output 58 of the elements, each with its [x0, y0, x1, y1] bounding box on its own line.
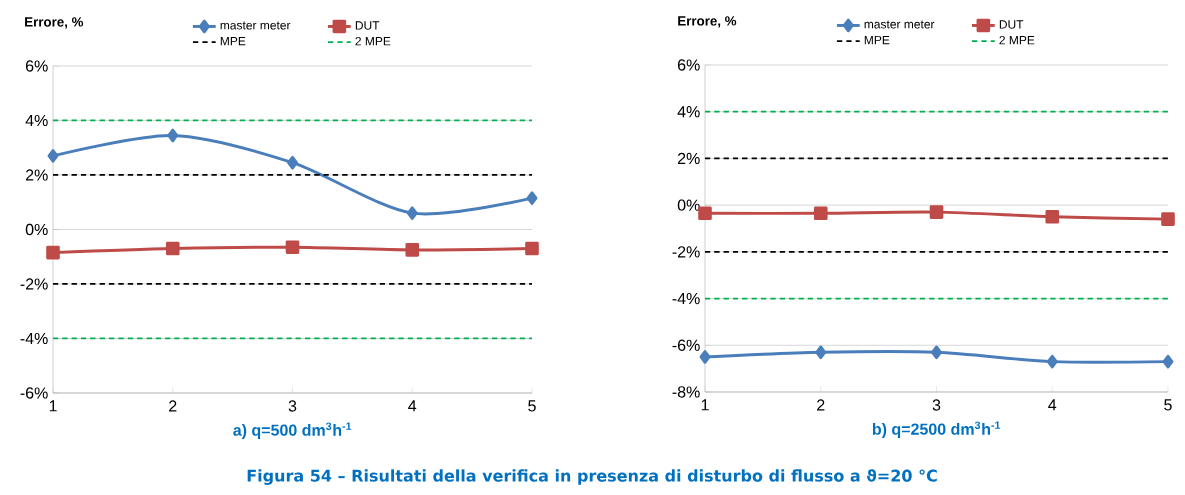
text: b) q=2500 dm$^{3}$h$^{-1}$ — [872, 421, 1001, 438]
y-tick-label: 6% — [25, 60, 48, 72]
legend-label: 2 MPE — [999, 35, 1035, 45]
x-tick-label: 5 — [1164, 399, 1172, 411]
point — [165, 241, 180, 256]
point — [1045, 210, 1060, 224]
y-axis-title: Errore, % — [678, 16, 737, 28]
text: Figura 54 – Risultati della verifica in presenza di disturbo di flusso a ϑ=20 °C — [247, 469, 937, 485]
y-tick-label: 2% — [25, 169, 48, 181]
point — [405, 243, 420, 257]
point — [285, 240, 300, 254]
point — [1162, 354, 1174, 369]
legend-label: DUT — [999, 20, 1024, 29]
x-tick-label: 4 — [1048, 399, 1057, 411]
point — [931, 345, 942, 360]
point — [698, 206, 712, 221]
y-tick-label: 0% — [677, 199, 700, 211]
point — [813, 206, 828, 221]
x-tick-label: 1 — [701, 399, 709, 411]
legend-label: MPE — [864, 35, 890, 45]
y-axis-title: Errore, % — [25, 17, 84, 29]
y-tick-label: 6% — [677, 59, 700, 71]
legend-label: master meter — [864, 20, 935, 29]
point — [47, 149, 59, 163]
y-tick-label: 4% — [25, 114, 48, 127]
point — [525, 241, 539, 256]
y-tick-label: -4% — [672, 292, 700, 305]
y-tick-label: 4% — [677, 106, 700, 118]
y-tick-label: -6% — [20, 387, 48, 399]
y-tick-label: -8% — [672, 386, 700, 398]
legend-label: 2 MPE — [355, 36, 391, 46]
x-tick-label: 2 — [169, 400, 177, 412]
point — [526, 191, 538, 205]
y-tick-label: -2% — [672, 246, 700, 258]
point — [287, 155, 298, 170]
point — [815, 345, 827, 360]
point — [167, 128, 179, 143]
x-tick-label: 4 — [408, 400, 417, 412]
point — [46, 245, 60, 260]
y-tick-label: -6% — [672, 339, 700, 351]
x-tick-label: 2 — [817, 399, 825, 411]
y-tick-label: -2% — [20, 278, 48, 290]
x-tick-label: 3 — [288, 400, 297, 412]
legend-label: DUT — [355, 21, 380, 30]
point — [1046, 354, 1058, 369]
point — [929, 205, 944, 219]
point — [406, 206, 418, 220]
text: a) q=500 dm$^{3}$h$^{-1}$ — [233, 422, 352, 439]
x-tick-label: 3 — [932, 399, 941, 411]
y-tick-label: 2% — [677, 152, 700, 165]
y-tick-label: -4% — [20, 332, 48, 345]
point — [1161, 212, 1175, 226]
legend-label: master meter — [220, 21, 291, 30]
point — [699, 350, 711, 364]
y-tick-label: 0% — [25, 223, 48, 236]
x-tick-label: 5 — [528, 400, 536, 412]
x-tick-label: 1 — [49, 400, 57, 412]
legend-label: MPE — [220, 36, 246, 46]
